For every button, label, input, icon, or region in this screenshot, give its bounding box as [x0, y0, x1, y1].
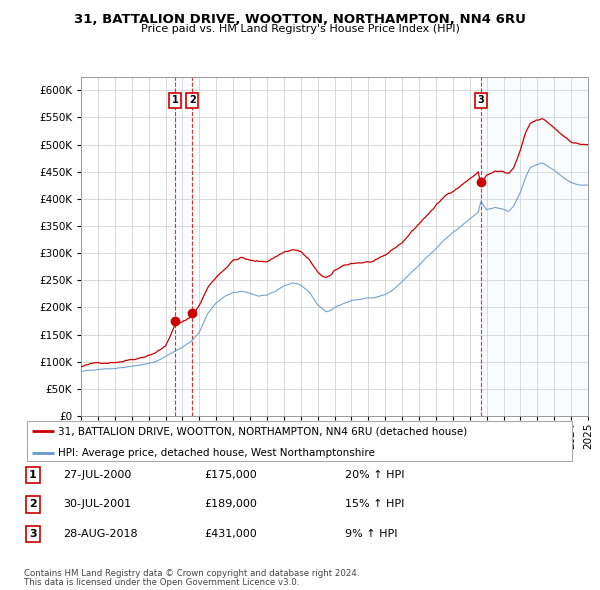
Text: 1: 1	[172, 96, 179, 106]
Text: 31, BATTALION DRIVE, WOOTTON, NORTHAMPTON, NN4 6RU (detached house): 31, BATTALION DRIVE, WOOTTON, NORTHAMPTO…	[58, 427, 467, 436]
Bar	[481, 77, 588, 416]
Text: 1: 1	[29, 470, 37, 480]
Text: 3: 3	[478, 96, 484, 106]
Text: This data is licensed under the Open Government Licence v3.0.: This data is licensed under the Open Gov…	[24, 578, 299, 588]
Text: 20% ↑ HPI: 20% ↑ HPI	[345, 470, 404, 480]
Text: Contains HM Land Registry data © Crown copyright and database right 2024.: Contains HM Land Registry data © Crown c…	[24, 569, 359, 578]
Text: 2: 2	[29, 500, 37, 509]
Text: 3: 3	[29, 529, 37, 539]
Text: 27-JUL-2000: 27-JUL-2000	[63, 470, 131, 480]
Text: Price paid vs. HM Land Registry's House Price Index (HPI): Price paid vs. HM Land Registry's House …	[140, 24, 460, 34]
Text: 2: 2	[189, 96, 196, 106]
Text: 28-AUG-2018: 28-AUG-2018	[63, 529, 137, 539]
Text: 30-JUL-2001: 30-JUL-2001	[63, 500, 131, 509]
Text: 15% ↑ HPI: 15% ↑ HPI	[345, 500, 404, 509]
Text: 31, BATTALION DRIVE, WOOTTON, NORTHAMPTON, NN4 6RU: 31, BATTALION DRIVE, WOOTTON, NORTHAMPTO…	[74, 13, 526, 26]
FancyBboxPatch shape	[27, 421, 572, 461]
Text: 9% ↑ HPI: 9% ↑ HPI	[345, 529, 398, 539]
Bar	[175, 77, 192, 416]
Text: HPI: Average price, detached house, West Northamptonshire: HPI: Average price, detached house, West…	[58, 448, 375, 458]
Text: £175,000: £175,000	[204, 470, 257, 480]
Text: £431,000: £431,000	[204, 529, 257, 539]
Text: £189,000: £189,000	[204, 500, 257, 509]
